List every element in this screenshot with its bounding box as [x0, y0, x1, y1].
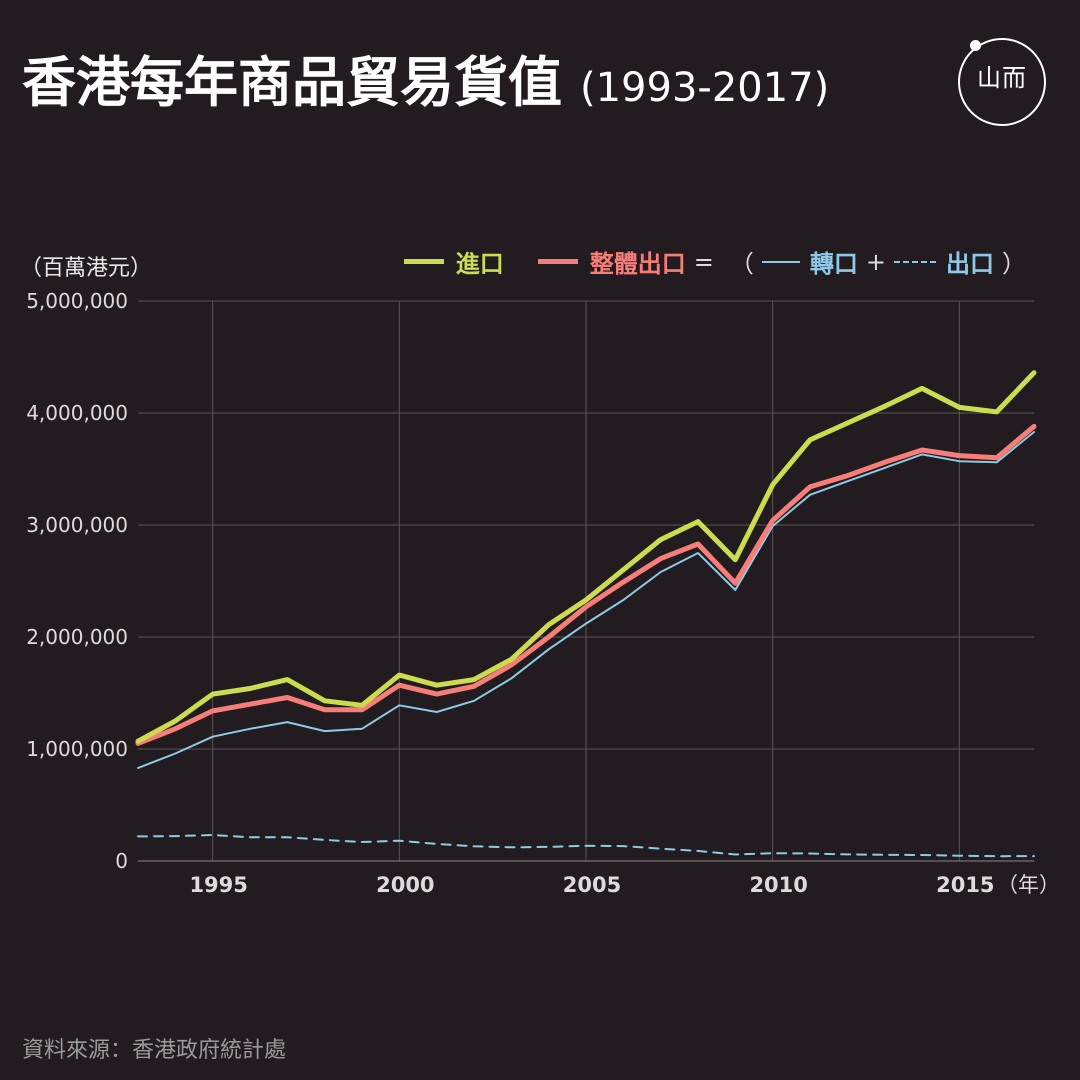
source-note: 資料來源：香港政府統計處 — [22, 1038, 287, 1063]
legend-swatch-imports — [403, 259, 444, 264]
x-tick-label: 1995 — [189, 873, 247, 897]
legend-swatch-domestic-exports — [894, 260, 936, 263]
x-tick-label: 2005 — [563, 873, 621, 897]
legend-swatch-total-exports — [537, 259, 578, 264]
y-axis-unit-label: （百萬港元） — [20, 256, 153, 281]
series-line-total-exports — [135, 423, 1037, 746]
legend-label-imports: 進口 — [455, 250, 504, 278]
y-tick-label: 2,000,000 — [26, 625, 128, 649]
series-line-imports — [135, 370, 1037, 744]
x-tick-label: 2010 — [749, 873, 807, 897]
x-tick-label: 2000 — [376, 873, 434, 897]
initium-logo-icon: 山而 — [958, 38, 1046, 126]
legend-swatch-reexports — [761, 260, 800, 263]
chart-title-text: 香港每年商品貿易貨值 — [22, 51, 562, 114]
logo-dot — [970, 40, 981, 51]
series-line-domestic-exports — [137, 834, 1035, 858]
y-tick-label: 4,000,000 — [26, 401, 128, 425]
legend-equals: = — [693, 247, 714, 276]
x-axis-unit-label: （年） — [997, 873, 1060, 897]
legend-open-paren: （ — [729, 250, 754, 278]
legend-label-reexports: 轉口 — [809, 250, 858, 278]
chart-title-years: (1993-2017) — [580, 65, 830, 111]
chart-legend: 進口 整體出口 = （ 轉口 + 出口 ） — [403, 244, 1034, 279]
x-tick-label: 2015 — [936, 873, 994, 897]
legend-plus: + — [865, 247, 886, 276]
legend-label-total-exports: 整體出口 — [589, 250, 686, 278]
y-tick-label: 5,000,000 — [26, 289, 128, 313]
series-line-reexports — [137, 431, 1035, 769]
chart-title: 香港每年商品貿易貨值 (1993-2017) — [22, 38, 829, 117]
legend-close-paren: ） — [1002, 250, 1026, 278]
logo-text: 山而 — [977, 64, 1027, 92]
y-tick-label: 3,000,000 — [26, 513, 128, 537]
legend-label-domestic-exports: 出口 — [946, 250, 994, 278]
y-tick-label: 1,000,000 — [26, 737, 128, 761]
y-tick-label: 0 — [115, 849, 128, 873]
